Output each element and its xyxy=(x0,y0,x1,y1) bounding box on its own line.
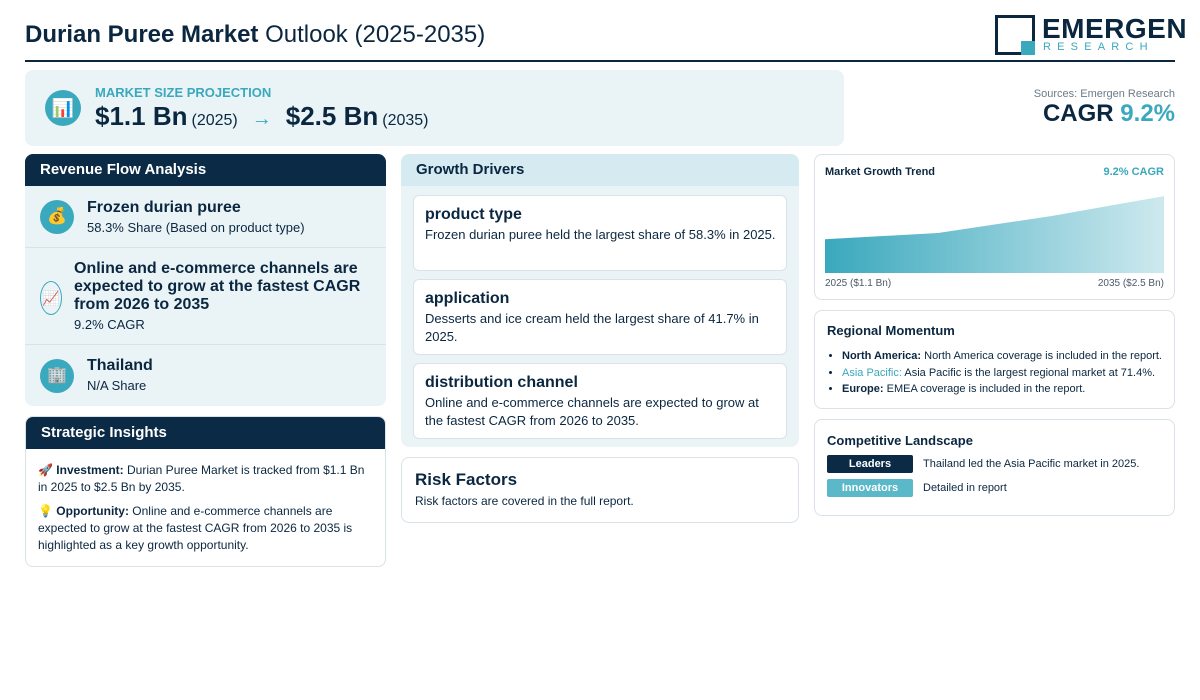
region-text: North America coverage is included in th… xyxy=(924,350,1162,362)
market-size-projection: 📊 MARKET SIZE PROJECTION $1.1 Bn (2025) → $… xyxy=(25,70,844,146)
driver-item: application Desserts and ice cream held … xyxy=(413,279,787,355)
revenue-item-sub: 58.3% Share (Based on product type) xyxy=(87,220,305,235)
opportunity-insight: 💡 Opportunity: Online and e-commerce cha… xyxy=(38,503,373,554)
money-bag-icon: 💰 xyxy=(40,200,74,234)
driver-item: product type Frozen durian puree held th… xyxy=(413,195,787,271)
market-growth-trend-card: Market Growth Trend 9.2% CAGR 2025 ($1.1… xyxy=(814,154,1175,300)
revenue-item-sub: N/A Share xyxy=(87,378,147,393)
chart-cagr-annotation: 9.2% CAGR xyxy=(1103,166,1164,178)
regional-list: North America: North America coverage is… xyxy=(842,348,1172,398)
growth-area-series xyxy=(825,196,1164,273)
list-item: North America: North America coverage is… xyxy=(842,348,1172,365)
region-label: North America: xyxy=(842,350,922,362)
driver-title: product type xyxy=(425,206,522,223)
driver-item: distribution channel Online and e-commer… xyxy=(413,363,787,439)
driver-text: Frozen durian puree held the largest sha… xyxy=(425,227,776,242)
building-icon: 🏢 xyxy=(40,359,74,393)
trend-chart-icon: 📈 xyxy=(40,281,62,315)
revenue-flow-card: Revenue Flow Analysis 💰 Frozen durian pu… xyxy=(25,154,386,406)
risk-factors-text: Risk factors are covered in the full rep… xyxy=(415,494,634,508)
title-bold: Durian Puree Market xyxy=(25,21,259,48)
driver-text: Online and e-commerce channels are expec… xyxy=(425,395,759,428)
projection-values: $1.1 Bn (2025) → $2.5 Bn (2035) xyxy=(95,101,429,132)
start-value: $1.1 Bn xyxy=(95,101,188,131)
logo-wordmark: EMERGEN xyxy=(1042,13,1188,44)
chart-title: Market Growth Trend xyxy=(825,166,936,178)
regional-momentum-heading: Regional Momentum xyxy=(827,323,955,338)
regional-momentum-card: Regional Momentum North America: North A… xyxy=(814,310,1175,409)
revenue-item: 💰 Frozen durian puree 58.3% Share (Based… xyxy=(25,186,386,248)
projection-label: MARKET SIZE PROJECTION xyxy=(95,85,272,100)
title-rest: Outlook (2025-2035) xyxy=(265,21,486,48)
bar-chart-icon: 📊 xyxy=(45,90,81,126)
revenue-item-title: Frozen durian puree xyxy=(87,199,241,216)
end-value: $2.5 Bn xyxy=(285,101,379,131)
revenue-item-title: Thailand xyxy=(87,357,153,374)
growth-drivers-card: Growth Drivers product type Frozen duria… xyxy=(401,154,799,447)
opportunity-label: Opportunity: xyxy=(56,504,129,518)
logo-subtext: RESEARCH xyxy=(1043,41,1154,53)
revenue-flow-heading: Revenue Flow Analysis xyxy=(25,154,386,186)
cagr-value: 9.2% xyxy=(1120,100,1175,127)
rocket-icon: 🚀 xyxy=(38,463,53,477)
sources-note: Sources: Emergen Research xyxy=(1033,88,1175,100)
list-item: Europe: EMEA coverage is included in the… xyxy=(842,381,1172,398)
logo-mark-icon xyxy=(995,15,1035,55)
region-label: Asia Pacific: xyxy=(842,366,902,379)
revenue-item-title: Online and e-commerce channels are expec… xyxy=(74,260,361,313)
revenue-item: 🏢 Thailand N/A Share xyxy=(25,345,386,406)
investment-insight: 🚀 Investment: Durian Puree Market is tra… xyxy=(38,462,373,496)
cagr-label: CAGR xyxy=(1042,100,1114,127)
page-title: Durian Puree Market Outlook (2025-2035) xyxy=(25,21,485,49)
revenue-item: 📈 Online and e-commerce channels are exp… xyxy=(25,248,386,345)
driver-title: application xyxy=(425,290,510,307)
driver-title: distribution channel xyxy=(425,374,578,391)
opportunity-text: Online and e-commerce channels are expec… xyxy=(38,504,353,552)
revenue-item-sub: 9.2% CAGR xyxy=(74,317,145,332)
page-header: Durian Puree Market Outlook (2025-2035) … xyxy=(25,12,1187,62)
investment-text: Durian Puree Market is tracked from $1.1… xyxy=(38,463,365,494)
x-axis-start-label: 2025 ($1.1 Bn) xyxy=(825,278,892,289)
cagr-summary: CAGR 9.2% xyxy=(1043,100,1175,128)
leaders-text: Thailand led the Asia Pacific market in … xyxy=(923,458,1140,470)
driver-text: Desserts and ice cream held the largest … xyxy=(425,311,759,344)
competitive-landscape-card: Competitive Landscape Leaders Thailand l… xyxy=(814,419,1175,516)
growth-trend-chart xyxy=(825,196,1164,273)
risk-factors-card: Risk Factors Risk factors are covered in… xyxy=(401,457,799,523)
strategic-insights-heading: Strategic Insights xyxy=(26,417,385,449)
innovators-tag: Innovators xyxy=(827,479,913,497)
emergen-logo: EMERGEN RESEARCH xyxy=(995,14,1187,56)
leaders-tag: Leaders xyxy=(827,455,913,473)
competitive-landscape-heading: Competitive Landscape xyxy=(827,433,973,448)
end-year: (2035) xyxy=(382,112,429,129)
region-label: Europe: xyxy=(842,383,884,395)
investment-label: Investment: xyxy=(56,463,124,477)
region-text: EMEA coverage is included in the report. xyxy=(886,383,1086,395)
arrow-right-icon: → xyxy=(251,108,272,130)
list-item: Asia Pacific: Asia Pacific is the larges… xyxy=(842,365,1172,382)
x-axis-end-label: 2035 ($2.5 Bn) xyxy=(1097,278,1164,289)
lightbulb-icon: 💡 xyxy=(38,504,53,518)
innovators-text: Detailed in report xyxy=(923,482,1007,494)
start-year: (2025) xyxy=(191,112,238,129)
growth-drivers-heading: Growth Drivers xyxy=(401,154,799,186)
risk-factors-heading: Risk Factors xyxy=(415,470,518,489)
region-text: Asia Pacific is the largest regional mar… xyxy=(904,366,1156,379)
strategic-insights-card: Strategic Insights 🚀 Investment: Durian … xyxy=(25,416,386,567)
